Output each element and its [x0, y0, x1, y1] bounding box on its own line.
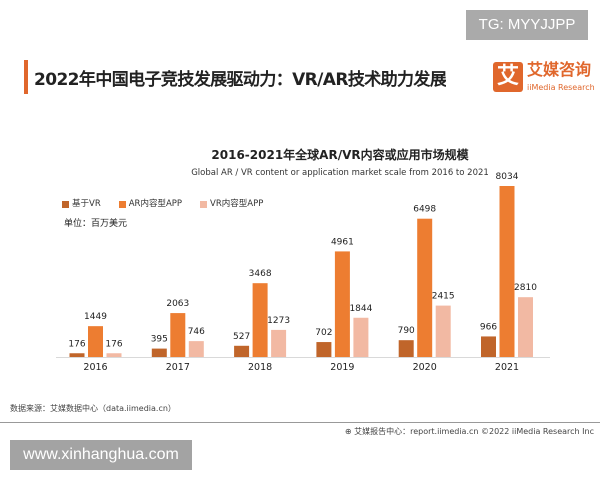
data-label: 3468 — [249, 269, 272, 279]
data-label: 527 — [233, 332, 250, 342]
legend-swatch — [200, 201, 208, 208]
unit-label: 单位：百万美元 — [64, 219, 128, 229]
legend-item: 基于VR — [62, 199, 101, 210]
data-label: 1273 — [267, 316, 290, 326]
bar-2016-1 — [88, 326, 103, 357]
bar-2019-0 — [316, 342, 332, 357]
data-label: 1844 — [349, 304, 372, 314]
bar-2019-2 — [353, 317, 369, 357]
bar-2018-0 — [234, 345, 250, 357]
x-tick-label: 2021 — [495, 362, 519, 373]
bar-2016-2 — [106, 353, 122, 357]
footer-credit: ⊕ 艾媒报告中心：report.iimedia.cn ©2022 iiMedia… — [345, 426, 594, 437]
page-headline: 2022年中国电子竞技发展驱动力：VR/AR技术助力发展 — [34, 70, 447, 90]
x-tick-label: 2017 — [166, 362, 190, 373]
divider — [0, 422, 600, 423]
data-label: 8034 — [496, 172, 519, 182]
legend-label: 基于VR — [72, 199, 101, 209]
data-label: 176 — [105, 339, 122, 349]
data-label: 2063 — [166, 299, 189, 309]
bar-2017-1 — [170, 313, 186, 357]
chart-legend: 基于VR AR内容型APP VR内容型APP — [62, 199, 263, 210]
footer-text: 艾媒报告中心：report.iimedia.cn ©2022 iiMedia R… — [354, 427, 594, 436]
data-label: 746 — [188, 327, 205, 337]
globe-icon: ⊕ — [344, 427, 355, 436]
x-tick-label: 2016 — [83, 362, 107, 373]
watermark-bottom: www.xinhanghua.com — [10, 440, 192, 470]
x-tick-label: 2020 — [413, 362, 437, 373]
logo-text-cn: 艾媒咨询 — [527, 60, 592, 79]
bar-2017-0 — [151, 348, 167, 357]
chart-title: 2016-2021年全球AR/VR内容或应用市场规模 — [211, 148, 469, 162]
chart-subtitle: Global AR / VR content or application ma… — [191, 168, 489, 178]
data-label: 966 — [480, 322, 497, 332]
bar-2019-1 — [334, 251, 350, 357]
data-label: 395 — [151, 335, 168, 345]
data-label: 176 — [68, 339, 85, 349]
data-label: 1449 — [84, 312, 107, 322]
bar-2020-2 — [435, 305, 451, 357]
bar-2021-2 — [518, 297, 533, 357]
bar-2020-0 — [398, 340, 414, 357]
bar-2018-2 — [271, 329, 287, 357]
data-label: 790 — [398, 326, 415, 336]
headline-accent-bar — [24, 60, 28, 94]
data-label: 2810 — [514, 283, 537, 293]
bar-2017-2 — [188, 341, 204, 357]
bar-2020-1 — [417, 218, 433, 357]
data-label: 2415 — [432, 292, 455, 302]
logo-text-en: iiMedia Research — [527, 83, 595, 92]
bar-2018-1 — [252, 283, 268, 357]
x-tick-label: 2018 — [248, 362, 272, 373]
legend-label: VR内容型APP — [210, 199, 264, 209]
bar-2021-1 — [499, 186, 515, 357]
data-label: 4961 — [331, 237, 354, 247]
legend-label: AR内容型APP — [128, 199, 183, 209]
legend-swatch — [118, 201, 126, 208]
data-label: 6498 — [413, 205, 436, 215]
iimedia-logo-icon: 艾 — [493, 62, 523, 92]
legend-item: AR内容型APP — [118, 199, 183, 210]
watermark-top: TG: MYYJJPP — [466, 10, 588, 40]
data-source: 数据来源：艾媒数据中心（data.iimedia.cn） — [10, 404, 176, 413]
bar-2016-0 — [69, 353, 85, 357]
legend-swatch — [62, 201, 69, 208]
data-label: 702 — [315, 328, 332, 338]
legend-item: VR内容型APP — [200, 199, 263, 210]
x-tick-label: 2019 — [330, 362, 354, 373]
bar-2021-0 — [481, 336, 496, 357]
